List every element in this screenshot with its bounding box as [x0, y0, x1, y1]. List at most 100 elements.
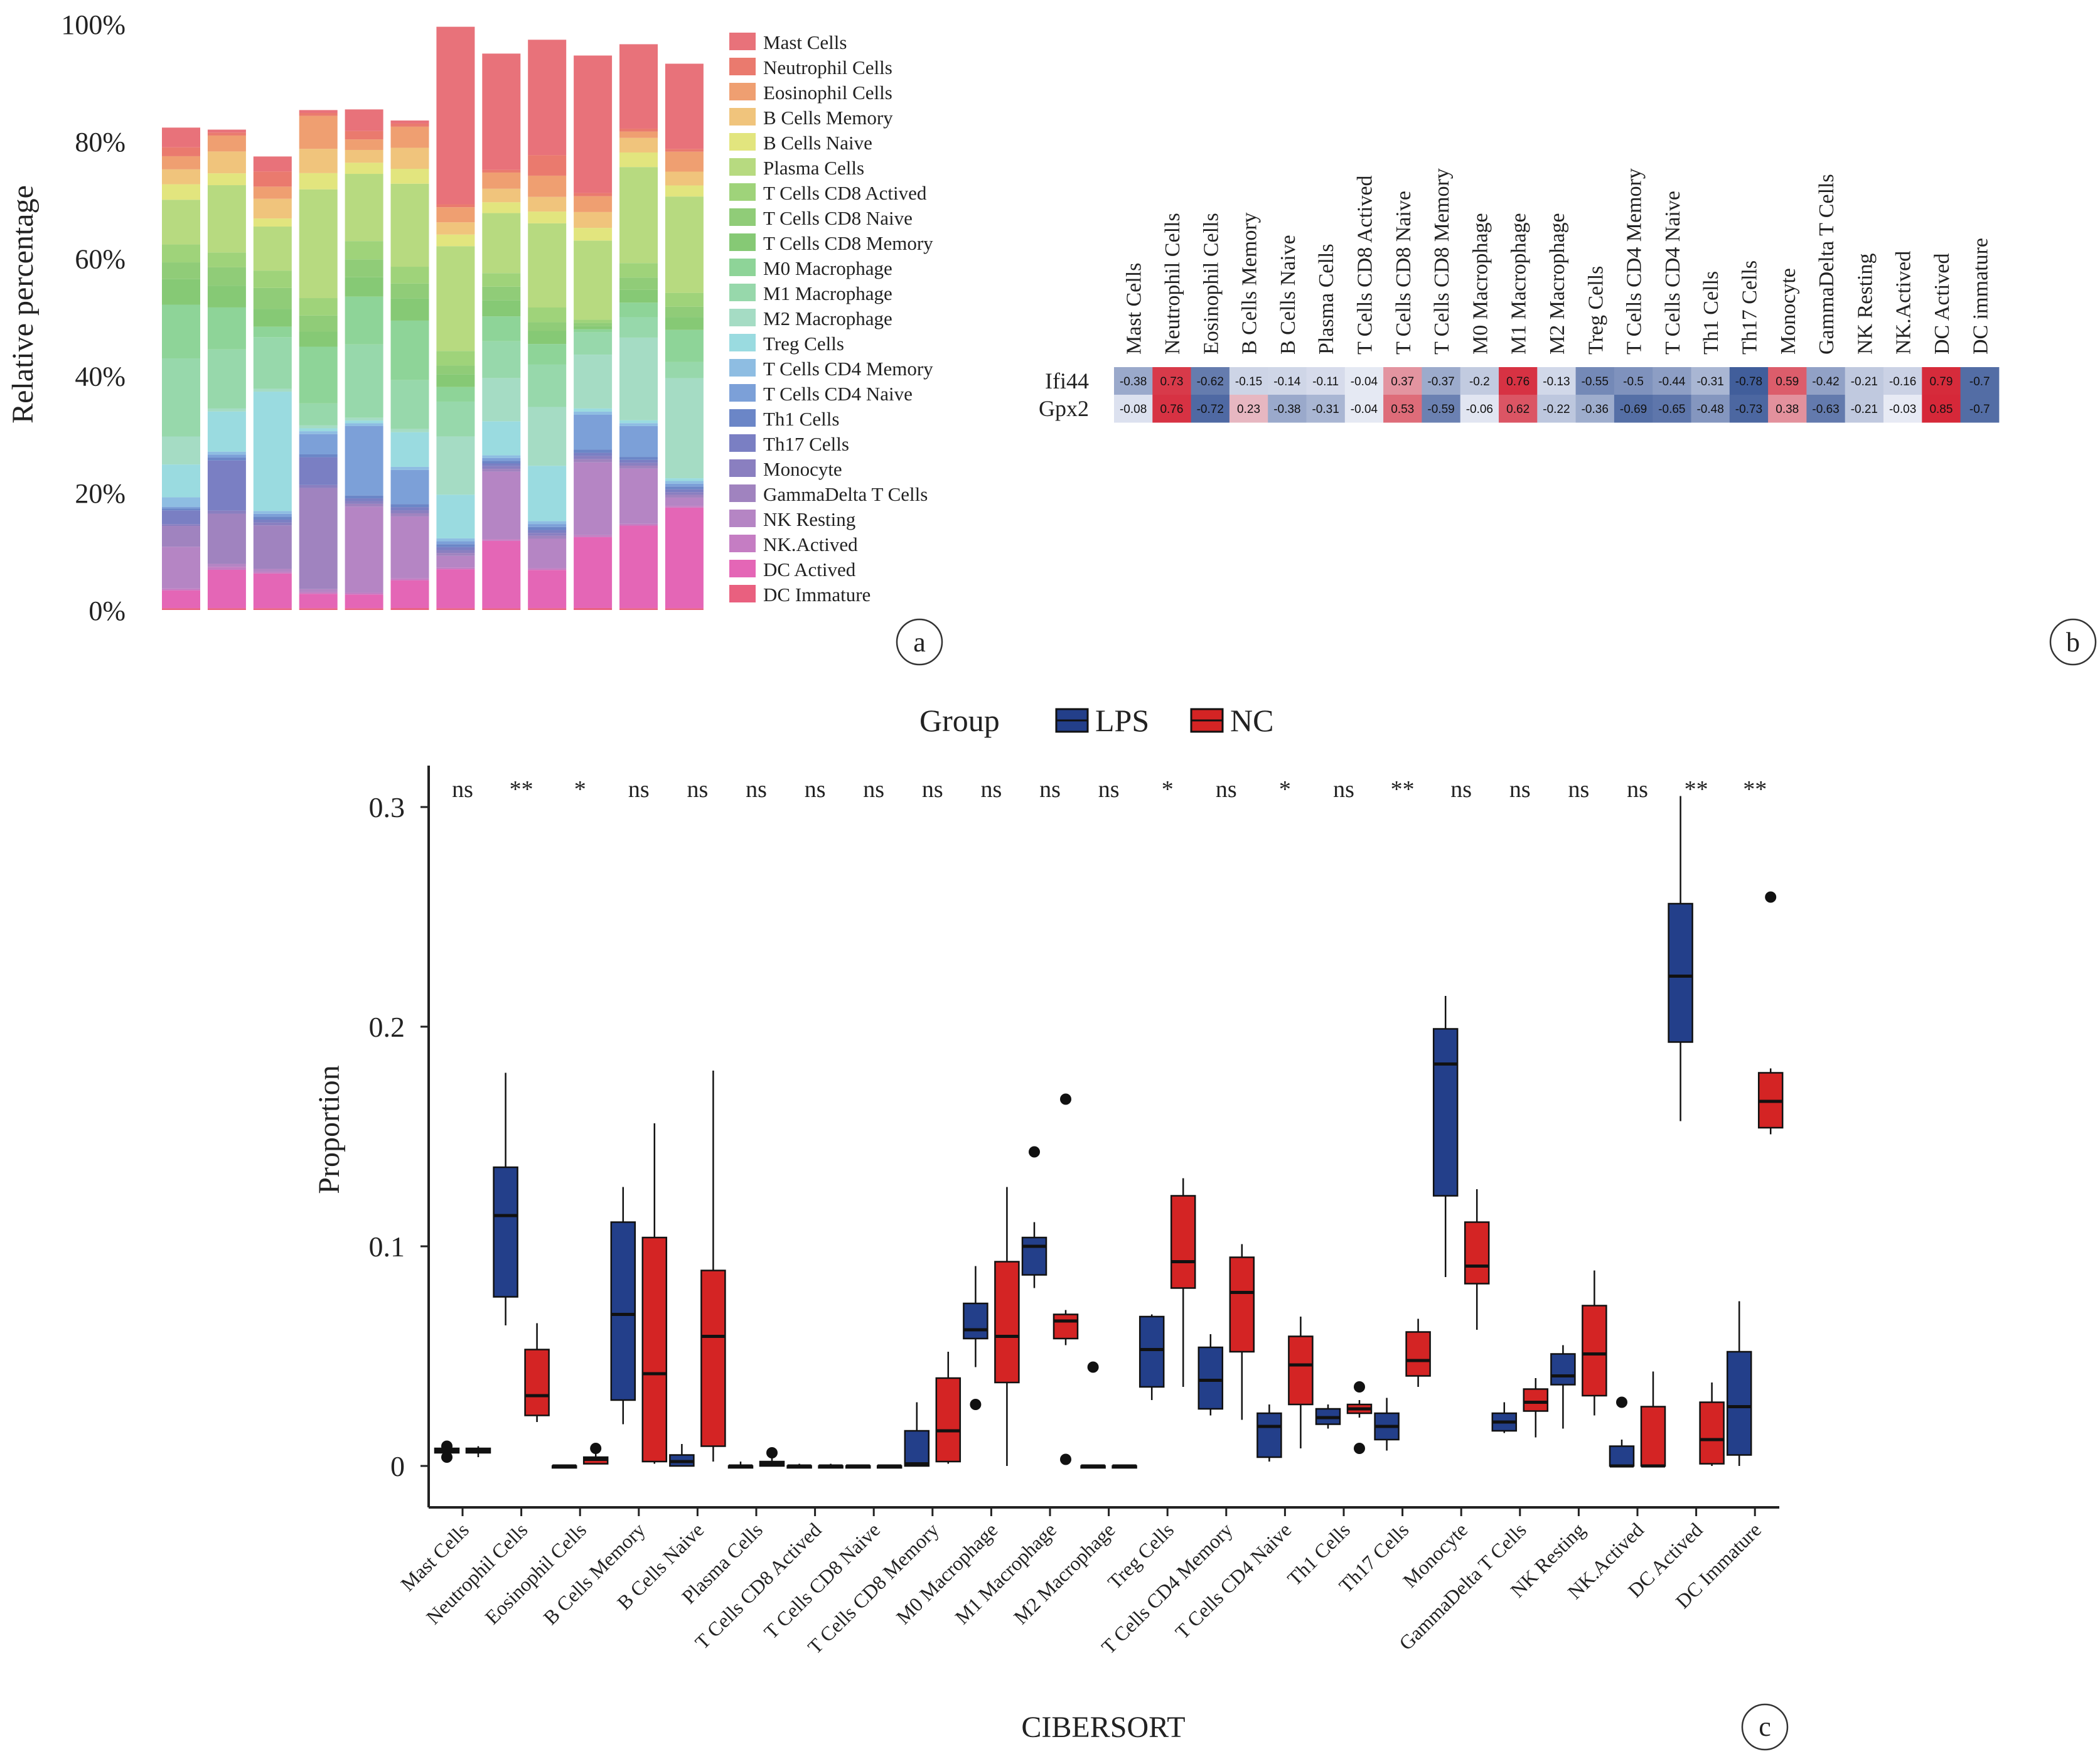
heatmap-cell-value: -0.69 — [1620, 403, 1647, 416]
bar-segment — [345, 425, 383, 496]
bar-segment — [390, 469, 429, 505]
heatmap-cell — [1114, 395, 1153, 423]
heatmap-cell — [1344, 367, 1384, 395]
box-body — [1699, 1401, 1725, 1465]
correlation-heatmap: Mast Cells Neutrophil Cells Eosinophil Cel… — [1039, 168, 2097, 666]
heatmap-cell — [1729, 367, 1769, 395]
bar-segment — [619, 423, 658, 426]
x-axis-label: CIBERSORT — [1021, 1711, 1185, 1744]
bar-segment — [345, 608, 383, 610]
column-label: DC immature — [1969, 238, 1992, 355]
bar-segment — [299, 189, 338, 299]
box-body — [641, 1236, 668, 1463]
bar-segment — [665, 361, 704, 378]
bar-segment — [482, 608, 521, 610]
bar-segment — [574, 459, 613, 463]
bar-segment — [482, 169, 521, 173]
bar-segment — [619, 131, 658, 138]
heatmap-cell — [1883, 367, 1922, 395]
bar-segment — [390, 504, 429, 508]
bar-segment — [665, 481, 704, 484]
significance-label: ns — [1450, 776, 1472, 803]
box-body — [1288, 1335, 1314, 1406]
bar-segment — [528, 331, 567, 345]
legend-swatch — [729, 259, 756, 276]
heatmap-cell — [1806, 395, 1846, 423]
bar-segment — [345, 296, 383, 345]
bar-segment — [574, 452, 613, 456]
bar-segment — [528, 40, 567, 156]
heatmap-cell-value: -0.2 — [1469, 375, 1490, 388]
bar-segment — [665, 478, 704, 481]
bar-segment — [162, 147, 200, 156]
box-body — [1256, 1412, 1282, 1458]
bar-segment — [299, 428, 338, 432]
bar-segment — [207, 151, 246, 174]
bar-segment — [482, 213, 521, 274]
bar-segment — [482, 202, 521, 213]
heatmap-cell — [1114, 367, 1153, 395]
heatmap-cell-value: 0.59 — [1776, 375, 1799, 388]
heatmap-cell-value: -0.55 — [1582, 375, 1609, 388]
heatmap-cell-value: 0.79 — [1929, 375, 1953, 388]
bar-segment — [619, 44, 658, 129]
heatmap-cell — [1152, 367, 1192, 395]
bar-segment — [207, 510, 246, 514]
significance-label: ** — [1743, 776, 1767, 803]
box-body — [1405, 1331, 1431, 1377]
bar-segment — [619, 337, 658, 420]
bar-segment — [207, 454, 246, 458]
heatmap-cell — [1499, 395, 1538, 423]
bar-segment — [574, 319, 613, 323]
bar-segment — [665, 306, 704, 318]
bar-segment — [299, 112, 338, 116]
bar-segment — [162, 526, 200, 547]
bar-segment — [574, 607, 613, 610]
heatmap-cell-value: -0.38 — [1273, 403, 1300, 416]
bar-segment — [436, 246, 475, 351]
bar-segment — [528, 307, 567, 323]
outlier-point — [441, 1452, 453, 1463]
bar-segment — [436, 567, 475, 570]
heatmap-cell-value: -0.38 — [1120, 375, 1147, 388]
heatmap-cell-value: -0.06 — [1466, 403, 1493, 416]
bar-segment — [482, 466, 521, 469]
bar-segment — [528, 466, 567, 521]
bar-segment — [665, 495, 704, 498]
y-tick-label: 0.2 — [369, 1011, 405, 1043]
heatmap-cell — [1575, 367, 1615, 395]
bar-segment — [390, 516, 429, 579]
bar-segment — [619, 263, 658, 278]
box-body — [1138, 1315, 1165, 1388]
heatmap-cell-value: 0.38 — [1776, 403, 1799, 416]
heatmap-cell-value: -0.42 — [1812, 375, 1839, 388]
heatmap-cell-value: -0.62 — [1197, 375, 1224, 388]
bar-segment — [162, 524, 200, 527]
bar-segment — [253, 573, 292, 609]
bar-segment — [207, 608, 246, 610]
bar-segment — [619, 289, 658, 303]
heatmap-cell-value: 0.53 — [1391, 403, 1414, 416]
significance-label: * — [574, 776, 586, 803]
bar-segment — [574, 326, 613, 329]
bar-segment — [253, 270, 292, 288]
legend-swatch — [729, 83, 756, 100]
significance-label: ns — [628, 776, 650, 803]
bar-segment — [528, 155, 567, 176]
legend-label: B Cells Memory — [763, 107, 893, 129]
bar-segment — [162, 464, 200, 498]
legend-label: Mast Cells — [763, 31, 847, 53]
bar-segment — [162, 436, 200, 465]
x-tick-label: B Cells Memory — [538, 1518, 649, 1628]
heatmap-cell-value: 0.85 — [1929, 403, 1953, 416]
bar-segment — [619, 317, 658, 338]
legend-swatch — [729, 560, 756, 577]
bar-segment — [436, 204, 475, 208]
bar-segment — [574, 415, 613, 450]
bar-segment — [665, 63, 704, 149]
bar-segment — [207, 286, 246, 307]
box-body — [935, 1377, 962, 1463]
heatmap-cell — [1768, 367, 1807, 395]
bar-segment — [207, 173, 246, 186]
bar-segment — [665, 497, 704, 506]
